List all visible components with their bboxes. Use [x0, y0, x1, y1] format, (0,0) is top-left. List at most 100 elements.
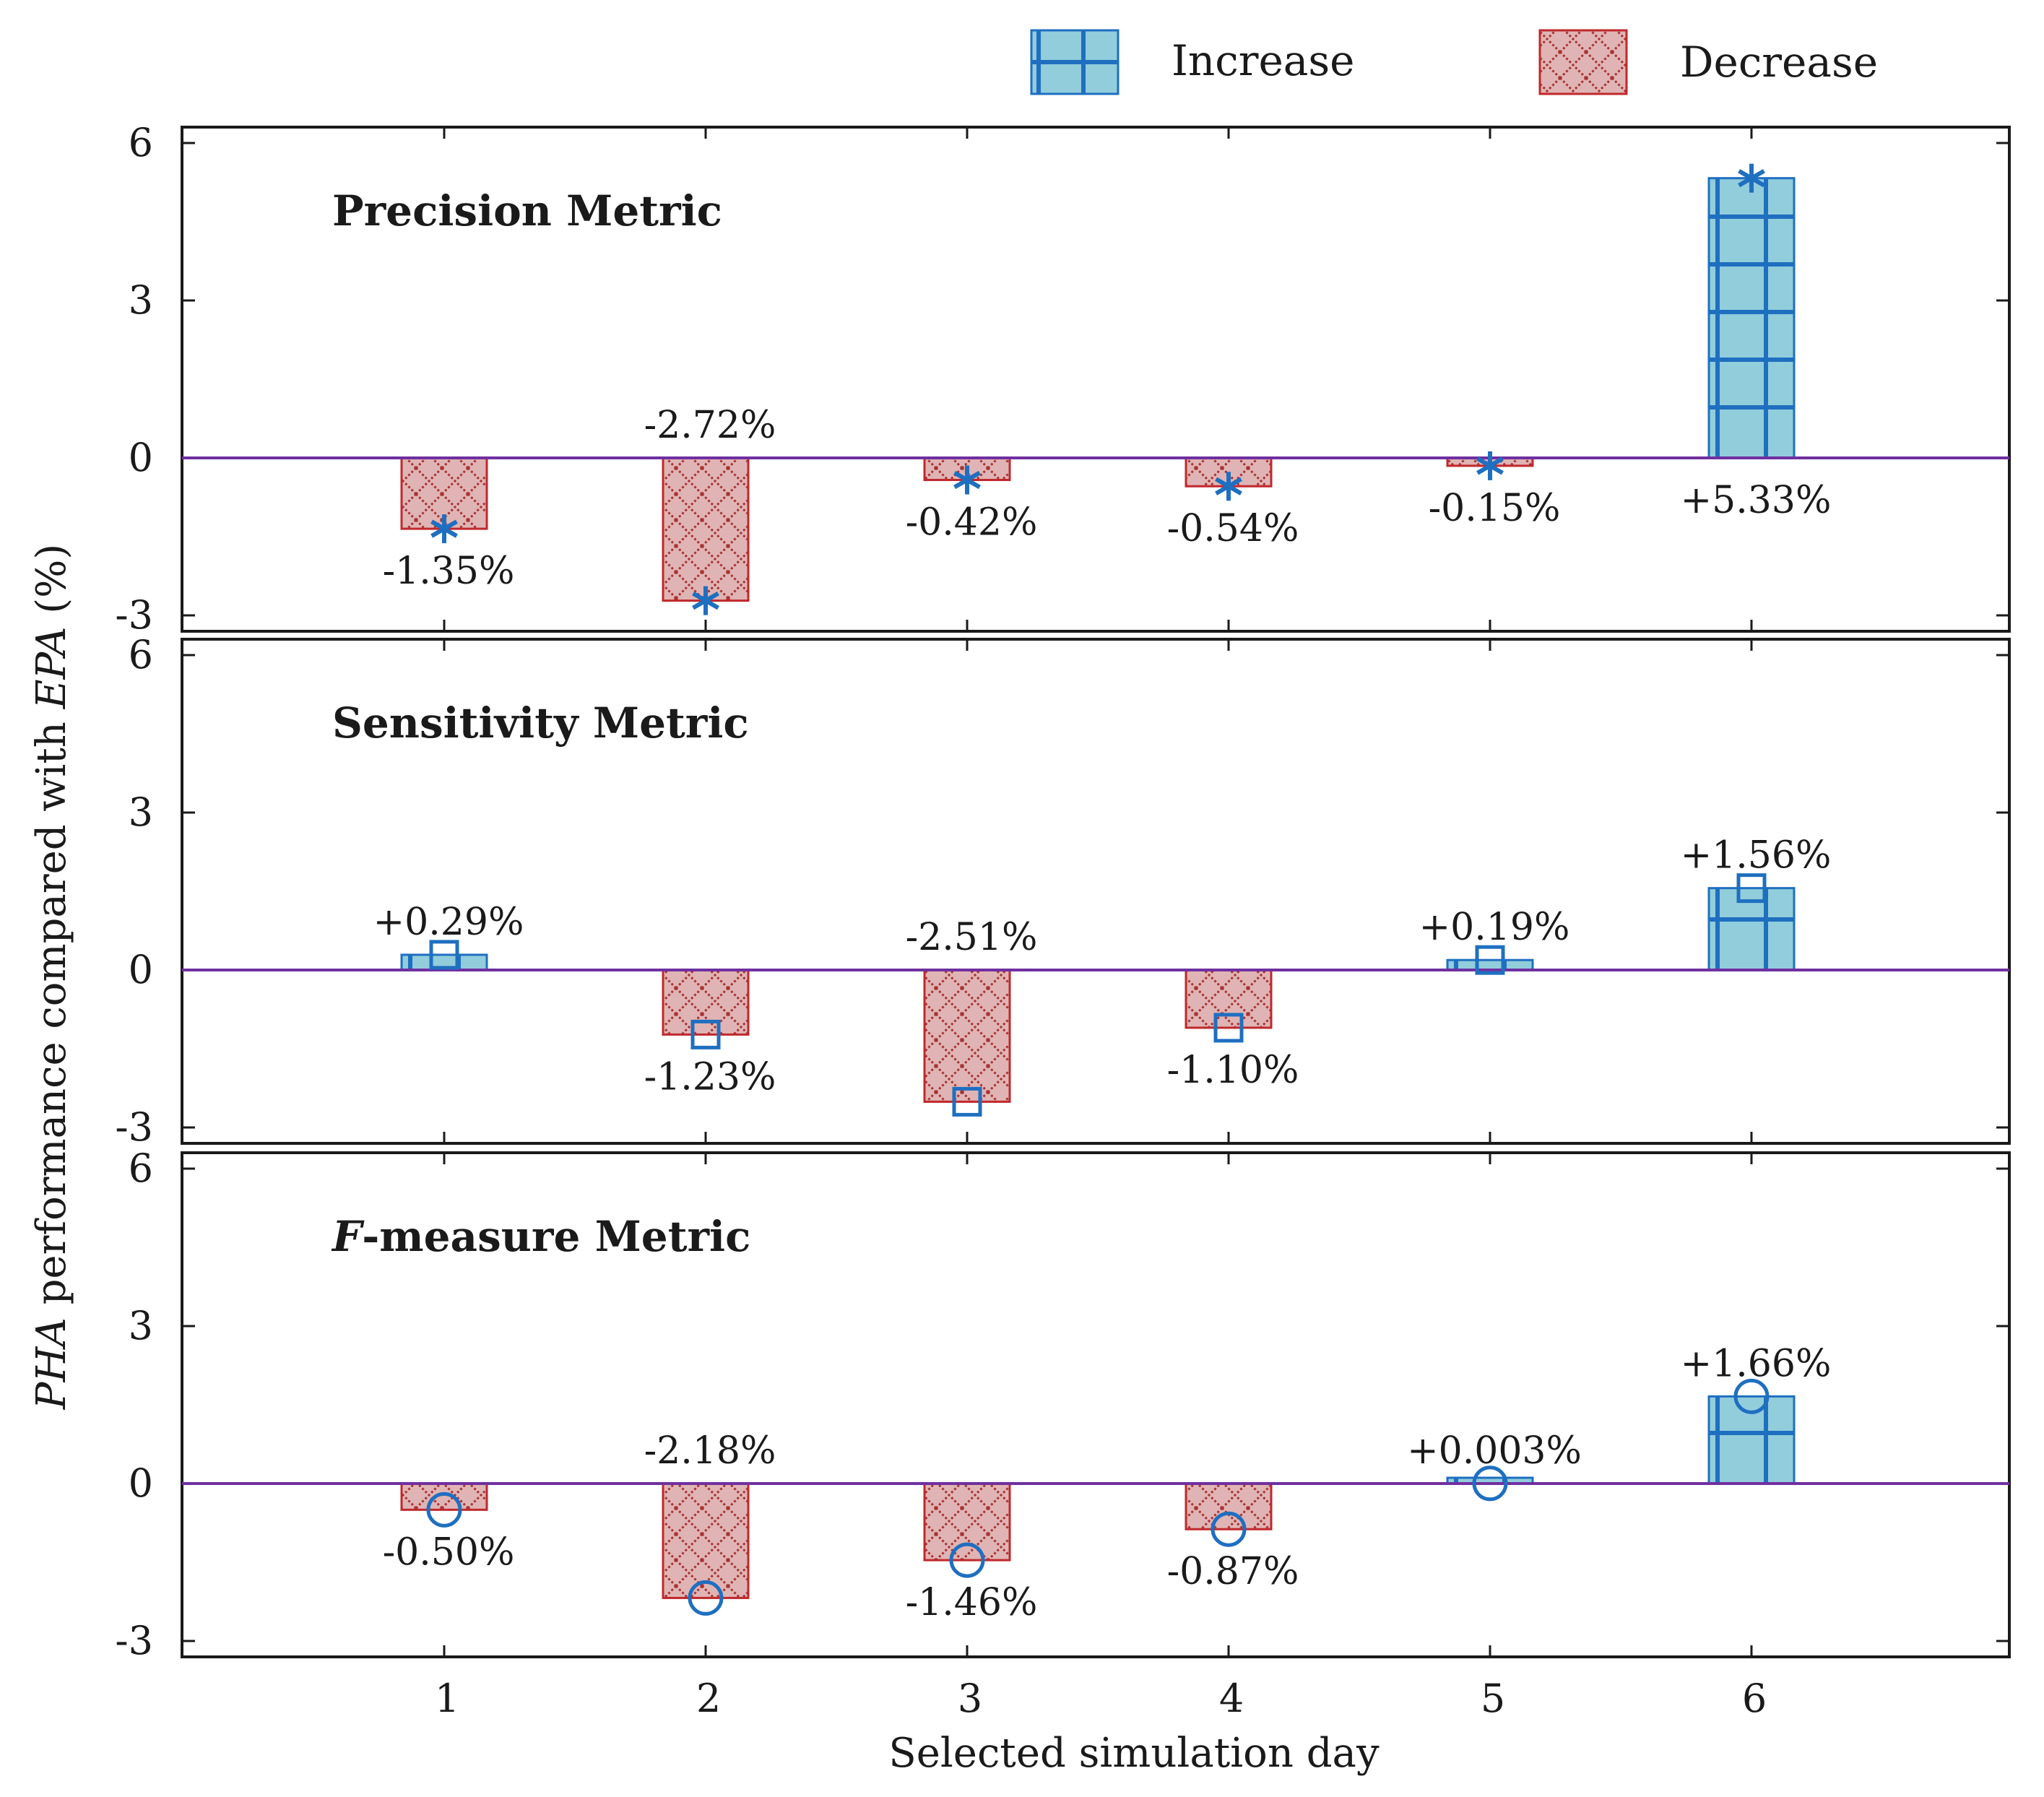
value-label: +1.56%	[1681, 834, 1832, 878]
bar-increase	[1446, 958, 1534, 971]
marker-asterisk	[953, 465, 981, 495]
marker-asterisk	[1738, 163, 1765, 193]
bar-decrease	[662, 969, 750, 1036]
bar-decrease	[662, 1482, 750, 1599]
value-label: -0.54%	[1167, 507, 1299, 550]
marker-stroke	[1215, 477, 1242, 495]
marker-square	[429, 940, 459, 970]
panel-frame	[181, 1151, 2011, 1658]
y-tick-label: 6	[129, 120, 153, 165]
legend-label-decrease: Decrease	[1680, 38, 1878, 87]
panel-frame	[181, 126, 2011, 633]
panel-title-text: Sensitivity Metric	[332, 698, 749, 748]
value-label: -0.42%	[906, 501, 1038, 545]
y-tick-label: 3	[129, 1303, 153, 1348]
value-label: -2.18%	[644, 1429, 776, 1473]
y-tick-label: 3	[129, 277, 153, 323]
panel-title-emph: F	[331, 1212, 365, 1261]
bar-day-4	[1185, 969, 1273, 1029]
marker-square	[1213, 1013, 1244, 1043]
legend-item-increase: Increase	[1030, 29, 1354, 95]
marker-asterisk	[430, 514, 458, 544]
x-tick-label: 3	[958, 1676, 982, 1721]
bar-day-6	[1707, 177, 1796, 459]
marker-circle	[426, 1491, 462, 1528]
y-tick-label: 0	[129, 1460, 153, 1506]
marker-square	[1475, 945, 1505, 975]
x-tick-label: 1	[435, 1676, 459, 1721]
bar-day-3	[923, 1482, 1011, 1562]
marker-asterisk	[1215, 472, 1242, 501]
bar-increase	[1707, 177, 1796, 459]
value-label: -1.23%	[644, 1055, 776, 1099]
y-tick-label: 6	[129, 1146, 153, 1191]
value-label: +0.19%	[1419, 906, 1570, 949]
value-label: -1.35%	[383, 550, 515, 593]
y-tick-label: -3	[115, 1104, 153, 1150]
legend-label-increase: Increase	[1172, 36, 1354, 85]
x-tick-label: 5	[1481, 1676, 1505, 1721]
value-label: -0.87%	[1167, 1550, 1299, 1593]
legend-item-decrease: Decrease	[1538, 29, 1878, 95]
value-label: -0.50%	[383, 1530, 515, 1574]
value-label: -2.51%	[906, 916, 1038, 959]
marker-square	[690, 1019, 721, 1049]
bar-day-2	[662, 1482, 750, 1599]
value-label: -2.72%	[644, 404, 776, 447]
panel-title: Sensitivity Metric	[332, 698, 749, 748]
y-tick-label: 3	[129, 789, 153, 835]
bar-day-5	[1446, 958, 1534, 971]
bar-day-2	[662, 456, 750, 602]
y-tick-label: -3	[115, 1618, 153, 1663]
x-tick-label: 2	[696, 1676, 721, 1721]
panel-title: F-measure Metric	[331, 1212, 750, 1261]
marker-stroke	[430, 519, 458, 538]
panel-precision: 6 3 0 -3 -1.35% -2.72% -0.42% -0.54% -0.15% +5.33…	[115, 120, 2011, 638]
bar-day-6	[1707, 1395, 1796, 1485]
marker-circle	[688, 1580, 724, 1616]
bar-day-3	[923, 969, 1011, 1103]
panel-title-text: -measure Metric	[362, 1212, 750, 1261]
bar-decrease	[1185, 969, 1273, 1029]
marker-asterisk	[1476, 451, 1504, 480]
legend-swatch-decrease	[1538, 29, 1628, 95]
panel-sensitivity: 6 3 0 -3 +0.29% -1.23% -2.51% -1.10% +0.19% +1.56…	[115, 632, 2011, 1150]
panel-frame	[181, 638, 2011, 1145]
marker-stroke	[692, 592, 719, 610]
y-tick-label: 0	[129, 947, 153, 992]
panel-fmeasure: 6 3 0 -3 -0.50% -2.18% -1.46% -0.87% +0.003% +1.6…	[115, 1146, 2011, 1663]
panel-title: Precision Metric	[332, 186, 722, 235]
y-tick-label: -3	[115, 592, 153, 638]
value-label: -1.46%	[906, 1581, 1038, 1624]
marker-circle	[1733, 1378, 1770, 1414]
value-label: -0.15%	[1429, 487, 1561, 530]
bar-day-2	[662, 969, 750, 1036]
x-axis-ticks: 1 2 3 4 5 6	[435, 1676, 1767, 1721]
marker-stroke	[1738, 169, 1765, 188]
bar-day-4	[1185, 1482, 1273, 1530]
marker-asterisk	[692, 586, 719, 615]
marker-square	[1736, 873, 1767, 904]
marker-circle	[1472, 1465, 1508, 1502]
marker-circle	[949, 1542, 985, 1578]
value-label: +0.003%	[1407, 1429, 1582, 1473]
marker-square	[952, 1086, 982, 1117]
bar-increase	[1707, 1395, 1796, 1485]
y-tick-label: 6	[129, 632, 153, 677]
value-label: +0.29%	[373, 901, 524, 944]
bar-decrease	[1185, 1482, 1273, 1530]
panel-title-text: Precision Metric	[332, 186, 722, 235]
bar-decrease	[662, 456, 750, 602]
y-axis-title: PHA performance compared with EPA (%)	[28, 544, 75, 1410]
bar-decrease	[923, 969, 1011, 1103]
panels: 6 3 0 -3 -1.35% -2.72% -0.42% -0.54% -0.15% +5.33…	[115, 120, 2011, 1663]
y-tick-label: 0	[129, 435, 153, 480]
bar-decrease	[400, 1482, 488, 1511]
x-tick-label: 4	[1219, 1676, 1244, 1721]
x-axis-title: Selected simulation day	[888, 1730, 1380, 1777]
value-label: +1.66%	[1681, 1342, 1832, 1385]
legend: Increase Decrease	[1030, 29, 1878, 95]
value-label: +5.33%	[1681, 479, 1832, 522]
x-tick-label: 6	[1742, 1676, 1767, 1721]
